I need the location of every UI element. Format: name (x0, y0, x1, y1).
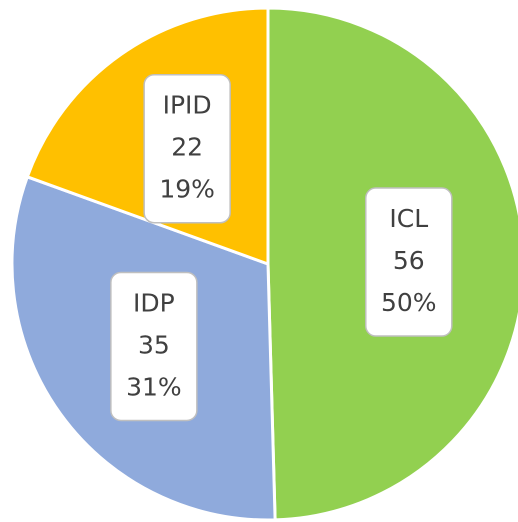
category-label: ICL (389, 204, 428, 233)
percent-label: 31% (126, 372, 182, 401)
category-label: IDP (133, 288, 175, 317)
value-label: 22 (171, 133, 203, 162)
value-label: 56 (393, 246, 425, 275)
percent-label: 50% (381, 288, 437, 317)
label-box (365, 187, 453, 337)
category-label: IPID (163, 91, 212, 120)
value-label: 35 (138, 330, 170, 359)
percent-label: 19% (159, 175, 215, 204)
label-box (143, 73, 231, 224)
label-box (110, 271, 198, 422)
